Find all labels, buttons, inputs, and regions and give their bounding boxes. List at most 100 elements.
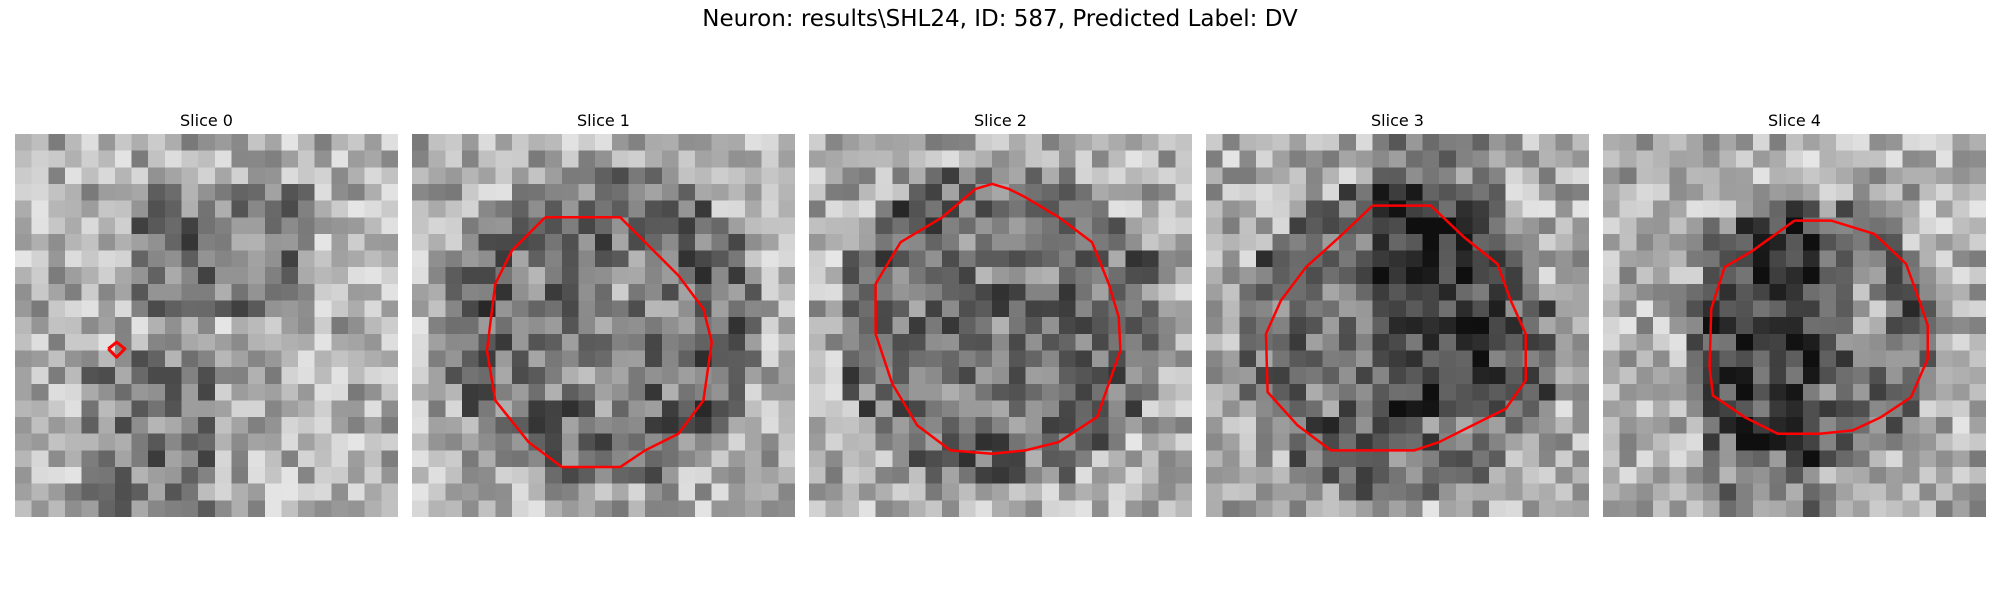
image-pixel bbox=[1025, 150, 1043, 168]
image-pixel bbox=[364, 134, 382, 151]
image-pixel bbox=[31, 317, 49, 335]
image-pixel bbox=[1686, 267, 1704, 285]
image-pixel bbox=[214, 300, 232, 318]
image-pixel bbox=[64, 467, 82, 485]
image-pixel bbox=[48, 350, 66, 368]
image-pixel bbox=[908, 300, 926, 318]
image-pixel bbox=[381, 500, 398, 517]
image-pixel bbox=[528, 317, 546, 335]
image-pixel bbox=[1025, 483, 1043, 501]
image-pixel bbox=[364, 383, 382, 401]
image-pixel bbox=[1869, 150, 1887, 168]
image-pixel bbox=[1206, 233, 1223, 251]
image-pixel bbox=[1802, 167, 1820, 185]
image-pixel bbox=[778, 300, 795, 318]
image-pixel bbox=[1075, 183, 1093, 201]
image-pixel bbox=[1389, 483, 1407, 501]
image-pixel bbox=[1836, 333, 1854, 351]
image-pixel bbox=[1936, 283, 1954, 301]
image-pixel bbox=[412, 267, 429, 285]
image-pixel bbox=[31, 283, 49, 301]
image-pixel bbox=[1769, 433, 1787, 451]
image-pixel bbox=[511, 283, 529, 301]
image-pixel bbox=[942, 167, 960, 185]
image-pixel bbox=[428, 500, 446, 517]
image-pixel bbox=[445, 350, 463, 368]
image-pixel bbox=[1355, 267, 1373, 285]
image-pixel bbox=[48, 483, 66, 501]
image-pixel bbox=[1472, 200, 1490, 218]
image-pixel bbox=[975, 150, 993, 168]
image-pixel bbox=[1305, 483, 1323, 501]
image-pixel bbox=[1919, 417, 1937, 435]
image-pixel bbox=[695, 433, 713, 451]
image-pixel bbox=[661, 433, 679, 451]
image-pixel bbox=[1555, 333, 1573, 351]
image-pixel bbox=[214, 367, 232, 385]
image-pixel bbox=[628, 333, 646, 351]
image-pixel bbox=[81, 300, 99, 318]
image-pixel bbox=[858, 483, 876, 501]
image-pixel bbox=[48, 283, 66, 301]
image-pixel bbox=[1669, 333, 1687, 351]
image-pixel bbox=[925, 450, 943, 468]
image-pixel bbox=[1008, 134, 1026, 151]
image-pixel bbox=[1522, 150, 1540, 168]
image-pixel bbox=[1572, 300, 1589, 318]
image-pixel bbox=[1372, 500, 1390, 517]
image-pixel bbox=[728, 250, 746, 268]
image-pixel bbox=[661, 233, 679, 251]
image-pixel bbox=[331, 467, 349, 485]
image-pixel bbox=[942, 500, 960, 517]
image-pixel bbox=[1206, 283, 1223, 301]
image-pixel bbox=[428, 367, 446, 385]
image-pixel bbox=[1075, 267, 1093, 285]
image-pixel bbox=[348, 267, 366, 285]
image-pixel bbox=[478, 467, 496, 485]
image-pixel bbox=[678, 483, 696, 501]
image-pixel bbox=[578, 483, 596, 501]
image-pixel bbox=[1322, 167, 1340, 185]
image-pixel bbox=[348, 317, 366, 335]
image-pixel bbox=[1239, 267, 1257, 285]
image-pixel bbox=[281, 400, 299, 418]
image-pixel bbox=[1206, 267, 1223, 285]
image-pixel bbox=[975, 383, 993, 401]
image-pixel bbox=[1272, 300, 1290, 318]
image-pixel bbox=[298, 217, 316, 235]
image-pixel bbox=[908, 233, 926, 251]
image-pixel bbox=[511, 217, 529, 235]
image-pixel bbox=[1125, 283, 1143, 301]
image-pixel bbox=[858, 400, 876, 418]
image-pixel bbox=[728, 367, 746, 385]
image-pixel bbox=[248, 183, 266, 201]
image-pixel bbox=[1752, 167, 1770, 185]
image-pixel bbox=[678, 283, 696, 301]
image-pixel bbox=[1305, 233, 1323, 251]
image-pixel bbox=[181, 283, 199, 301]
image-pixel bbox=[1008, 350, 1026, 368]
image-pixel bbox=[661, 483, 679, 501]
image-pixel bbox=[1636, 183, 1654, 201]
image-pixel bbox=[728, 383, 746, 401]
image-pixel bbox=[1455, 267, 1473, 285]
image-pixel bbox=[545, 283, 563, 301]
image-pixel bbox=[1522, 134, 1540, 151]
image-pixel bbox=[1936, 350, 1954, 368]
image-pixel bbox=[1769, 167, 1787, 185]
image-pixel bbox=[428, 250, 446, 268]
image-pixel bbox=[975, 167, 993, 185]
image-pixel bbox=[1952, 183, 1970, 201]
image-pixel bbox=[248, 500, 266, 517]
image-pixel bbox=[495, 267, 513, 285]
image-pixel bbox=[1669, 433, 1687, 451]
image-pixel bbox=[331, 333, 349, 351]
image-pixel bbox=[1736, 150, 1754, 168]
image-pixel bbox=[1869, 350, 1887, 368]
image-pixel bbox=[1158, 467, 1176, 485]
image-pixel bbox=[908, 183, 926, 201]
image-pixel bbox=[281, 333, 299, 351]
image-pixel bbox=[1636, 167, 1654, 185]
image-pixel bbox=[164, 317, 182, 335]
image-pixel bbox=[461, 400, 479, 418]
